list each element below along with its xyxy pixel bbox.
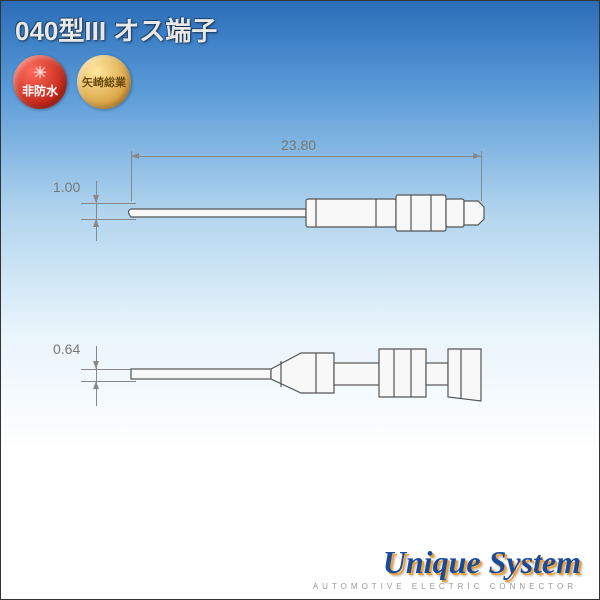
dimension-pin-width: 0.64	[53, 341, 80, 357]
badge-row: ☀ 非防水 矢崎総業	[13, 55, 131, 109]
badge-label: 非防水	[22, 82, 58, 99]
badge-manufacturer: 矢崎総業	[77, 55, 131, 109]
dimension-pin-height: 1.00	[53, 179, 80, 195]
dimension-line	[131, 156, 481, 157]
dimension-length: 23.80	[281, 137, 316, 153]
arrow-up-icon	[93, 381, 99, 389]
brand-tagline: AUTOMOTIVE ELECTRIC CONNECTOR	[313, 582, 577, 591]
arrow-down-icon	[93, 361, 99, 369]
badge-non-waterproof: ☀ 非防水	[13, 55, 67, 109]
terminal-top-view	[126, 341, 506, 411]
brand-logo: Unique System	[383, 544, 581, 581]
terminal-side-view	[126, 189, 506, 239]
technical-diagram: 23.80 1.00 0.64	[41, 141, 561, 501]
arrow-down-icon	[93, 195, 99, 203]
sun-icon: ☀	[33, 63, 47, 83]
dimension-line	[96, 181, 97, 241]
arrow-left-icon	[131, 153, 139, 159]
page-title: 040型III オス端子	[15, 11, 217, 48]
arrow-up-icon	[93, 219, 99, 227]
arrow-right-icon	[473, 153, 481, 159]
dimension-line	[96, 346, 97, 406]
badge-label: 矢崎総業	[82, 74, 126, 90]
logo-text: Unique System	[383, 544, 581, 580]
